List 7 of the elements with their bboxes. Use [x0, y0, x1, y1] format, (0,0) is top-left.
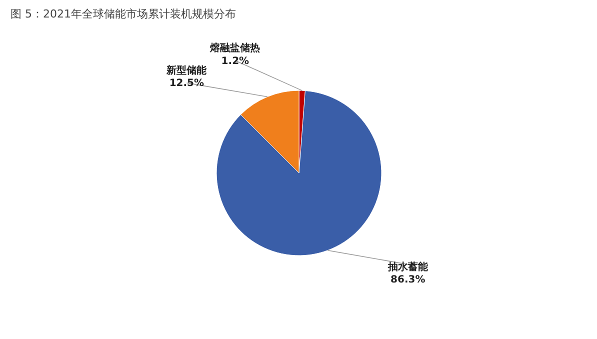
data-label: 1.2%: [221, 56, 250, 67]
slice-label: 新型储能: [166, 64, 208, 76]
data-label: 86.3%: [390, 274, 426, 286]
chart-title: 图 5：2021年全球储能市场累计装机规模分布: [10, 8, 236, 20]
slice-label: 抽水蓄能: [386, 260, 429, 273]
data-label: 12.5%: [169, 78, 204, 90]
slice-label: 熔融盐储热: [209, 42, 260, 54]
